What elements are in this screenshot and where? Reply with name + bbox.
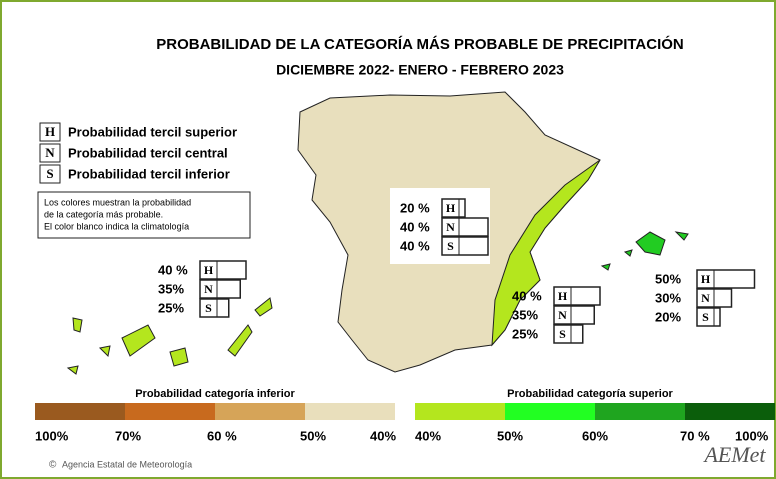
note-line: El color blanco indica la climatología <box>44 221 189 231</box>
letter: S <box>447 239 454 253</box>
key-letter: H <box>45 124 55 139</box>
percent-label: 20% <box>655 309 681 324</box>
key-box <box>39 164 61 184</box>
canary-islands <box>66 297 273 375</box>
letter: S <box>205 301 212 315</box>
logo: AEMet <box>702 442 766 467</box>
scale-label: Probabilidad categoría superior <box>507 388 673 400</box>
letter-box <box>199 298 218 318</box>
key-label: Probabilidad tercil central <box>68 145 228 160</box>
letter-box <box>199 279 218 299</box>
scale-swatch <box>305 403 395 420</box>
letter-box <box>441 198 460 218</box>
scale-tick: 60 % <box>207 428 237 443</box>
percent-label: 40 % <box>512 288 542 303</box>
copyright-text: Agencia Estatal de Meteorología <box>62 459 192 469</box>
key-box <box>39 122 61 142</box>
letter-box <box>553 324 572 344</box>
letter: N <box>446 220 455 234</box>
percent-label: 30% <box>655 290 681 305</box>
letter: H <box>204 263 214 277</box>
scale-label: Probabilidad categoría inferior <box>135 388 295 400</box>
letter-box <box>199 260 218 280</box>
percent-label: 50% <box>655 271 681 286</box>
letter-box <box>553 305 572 325</box>
note-line: de la categoría más probable. <box>44 209 163 219</box>
letter-box <box>441 217 460 237</box>
scale-tick: 60% <box>582 428 608 443</box>
key-label: Probabilidad tercil inferior <box>68 166 230 181</box>
subtitle: DICIEMBRE 2022- ENERO - FEBRERO 2023 <box>276 62 564 78</box>
letter-box <box>696 269 715 289</box>
letter-box <box>696 307 715 327</box>
letter: H <box>446 201 456 215</box>
scale-tick: 70 % <box>680 428 710 443</box>
key-letter: N <box>45 145 55 160</box>
scale-swatch <box>35 403 125 420</box>
letter: H <box>558 289 568 303</box>
scale-swatch <box>505 403 595 420</box>
note-line: Los colores muestran la probabilidad <box>44 197 191 207</box>
copyright: © <box>49 460 57 471</box>
percent-label: 35% <box>158 281 184 296</box>
percent-label: 25% <box>512 326 538 341</box>
scale-tick: 100% <box>735 428 769 443</box>
scale-swatch <box>125 403 215 420</box>
letter: N <box>558 308 567 322</box>
percent-label: 40 % <box>400 238 430 253</box>
letter: N <box>701 291 710 305</box>
key-label: Probabilidad tercil superior <box>68 124 237 139</box>
scale-tick: 50% <box>497 428 523 443</box>
scale-tick: 50% <box>300 428 326 443</box>
percent-label: 40 % <box>400 219 430 234</box>
key-box <box>39 143 61 163</box>
scale-swatch <box>595 403 685 420</box>
letter: S <box>559 327 566 341</box>
letter-box <box>441 236 460 256</box>
note-box <box>37 191 251 239</box>
title: PROBABILIDAD DE LA CATEGORÍA MÁS PROBABL… <box>156 35 684 53</box>
percent-label: 40 % <box>158 262 188 277</box>
letter: H <box>701 272 711 286</box>
letter: N <box>204 282 213 296</box>
scale-swatch <box>415 403 505 420</box>
letter-box <box>553 286 572 306</box>
scale-swatch <box>215 403 305 420</box>
scale-tick: 100% <box>35 428 69 443</box>
letter: S <box>702 310 709 324</box>
percent-label: 20 % <box>400 200 430 215</box>
scale-tick: 40% <box>415 428 441 443</box>
key-letter: S <box>46 166 53 181</box>
letter-box <box>696 288 715 308</box>
scale-tick: 70% <box>115 428 141 443</box>
balearic-islands <box>600 231 689 271</box>
percent-label: 25% <box>158 300 184 315</box>
percent-label: 35% <box>512 307 538 322</box>
scale-swatch <box>685 403 775 420</box>
scale-tick: 40% <box>370 428 396 443</box>
